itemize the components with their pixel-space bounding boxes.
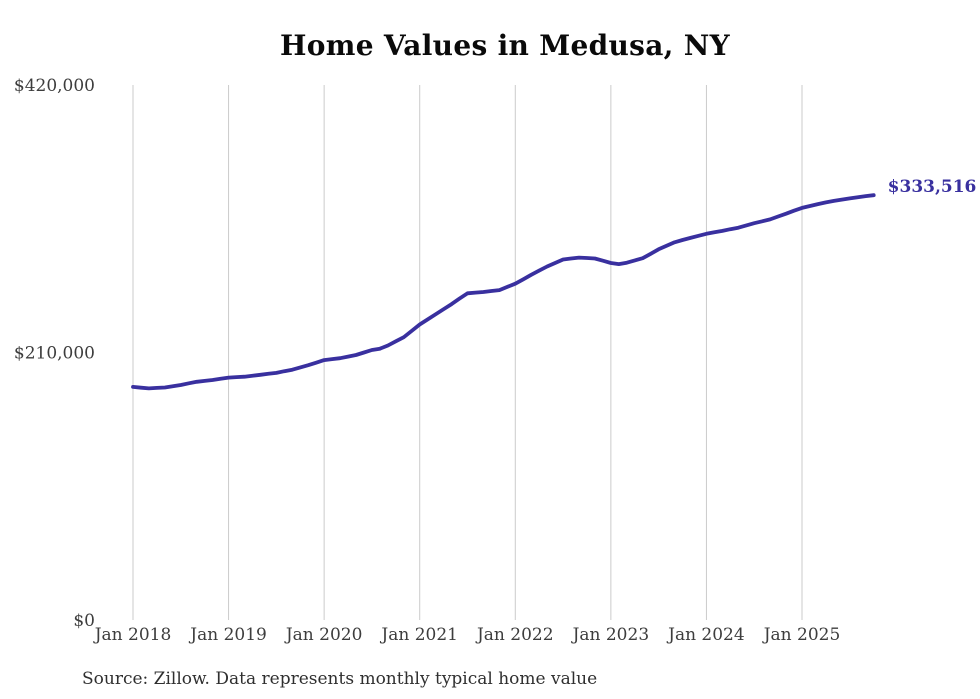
x-axis-tick-label: Jan 2019 (188, 625, 267, 645)
x-axis-tick-label: Jan 2020 (284, 625, 363, 645)
chart-title: Home Values in Medusa, NY (280, 29, 730, 62)
x-axis-tick-label: Jan 2021 (379, 625, 458, 645)
y-axis-tick-label: $420,000 (14, 76, 95, 96)
home-value-line (131, 193, 876, 391)
y-axis-tick-label: $0 (73, 611, 95, 631)
source-note: Source: Zillow. Data represents monthly … (82, 669, 598, 689)
x-axis-tick-label: Jan 2025 (762, 625, 841, 645)
x-axis-tick-label: Jan 2018 (93, 625, 172, 645)
x-axis-tick-label: Jan 2022 (475, 625, 554, 645)
x-axis-tick-label: Jan 2023 (571, 625, 650, 645)
y-axis-tick-label: $210,000 (14, 344, 95, 364)
x-axis-tick-label: Jan 2024 (666, 625, 745, 645)
end-value-label: $333,516 (887, 177, 977, 198)
